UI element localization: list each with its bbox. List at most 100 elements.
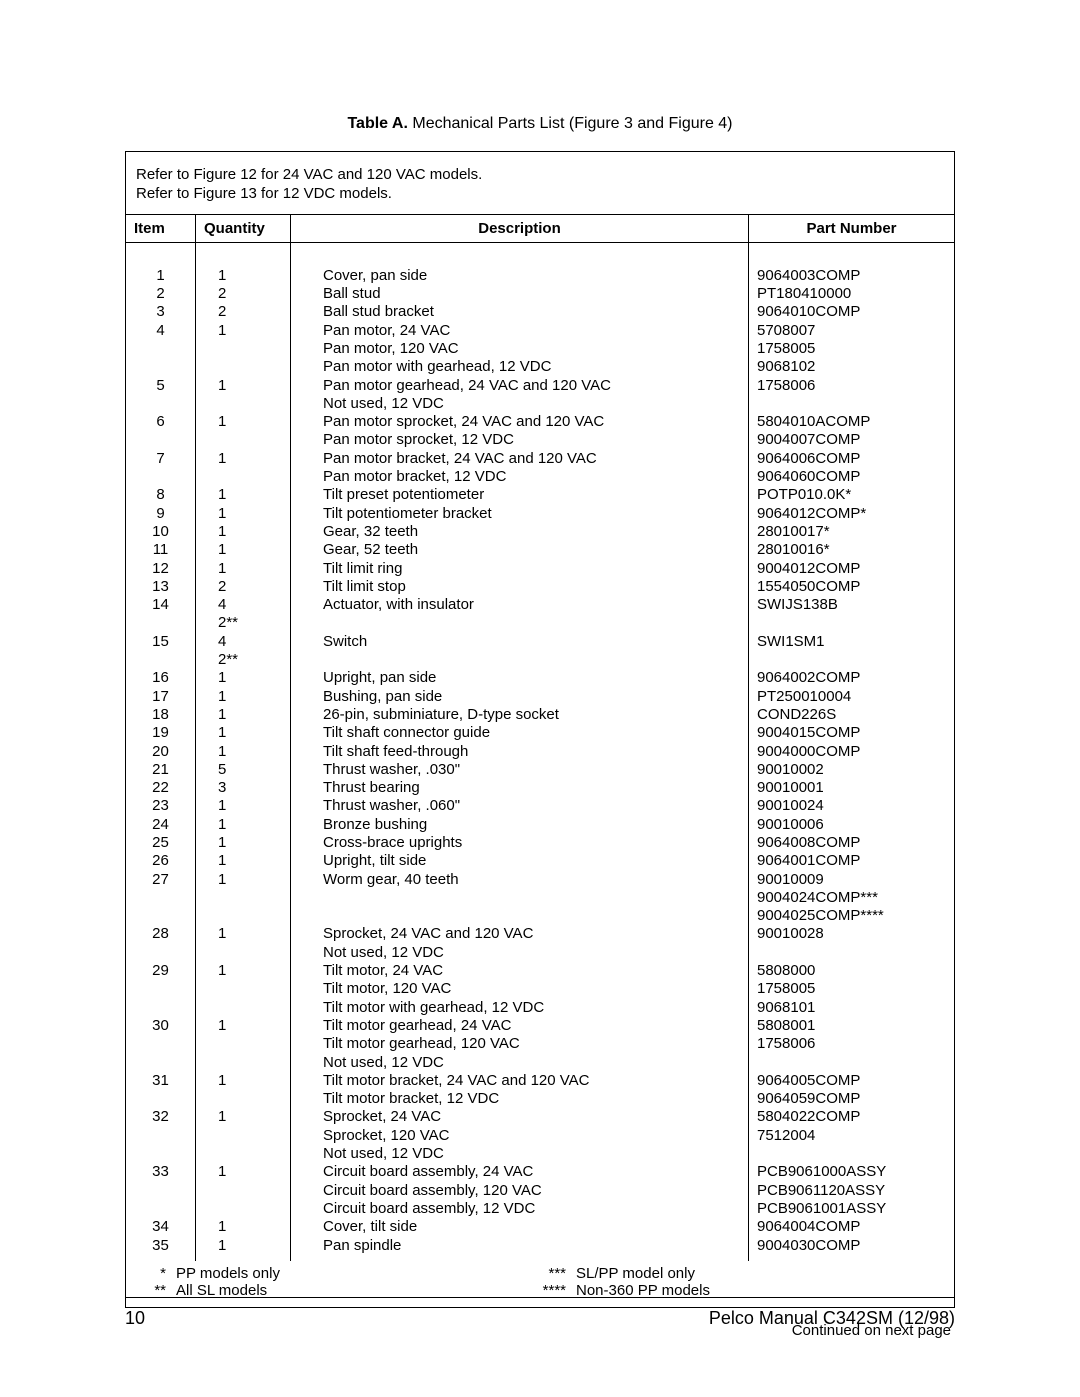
cell: Tilt preset potentiometer — [323, 486, 748, 504]
footer-line: 10 Pelco Manual C342SM (12/98) — [125, 1297, 955, 1329]
cell: Switch — [323, 633, 748, 651]
column-quantity: 1221 1 1 1 11111242**42**111115311111 1 … — [196, 243, 291, 1261]
cell: 19 — [126, 724, 195, 742]
cell: 1 — [196, 1237, 290, 1255]
cell: 1 — [196, 267, 290, 285]
cell: 1 — [196, 925, 290, 943]
cell: Not used, 12 VDC — [323, 944, 748, 962]
cell: 1 — [196, 871, 290, 889]
cell — [757, 614, 954, 632]
cell: Cross-brace uprights — [323, 834, 748, 852]
cell: Tilt motor gearhead, 24 VAC — [323, 1017, 748, 1035]
table-body: 1234 5 6 7 891011121314 15 1617181920212… — [126, 243, 954, 1261]
cell: PCB9061120ASSY — [757, 1182, 954, 1200]
cell — [757, 651, 954, 669]
cell: 90010028 — [757, 925, 954, 943]
cell: Tilt motor bracket, 12 VDC — [323, 1090, 748, 1108]
reference-notes: Refer to Figure 12 for 24 VAC and 120 VA… — [126, 152, 954, 214]
cell — [126, 1090, 195, 1108]
cell: Tilt shaft connector guide — [323, 724, 748, 742]
cell: 14 — [126, 596, 195, 614]
cell: 1 — [196, 523, 290, 541]
cell: 21 — [126, 761, 195, 779]
cell: PT250010004 — [757, 688, 954, 706]
cell: 18 — [126, 706, 195, 724]
cell: PT180410000 — [757, 285, 954, 303]
cell: Actuator, with insulator — [323, 596, 748, 614]
cell: 5804022COMP — [757, 1108, 954, 1126]
cell — [126, 395, 195, 413]
cell: 5804010ACOMP — [757, 413, 954, 431]
cell: 15 — [126, 633, 195, 651]
cell — [196, 1182, 290, 1200]
cell: 90010002 — [757, 761, 954, 779]
cell: 9064059COMP — [757, 1090, 954, 1108]
cell: Sprocket, 24 VAC — [323, 1108, 748, 1126]
parts-table: Refer to Figure 12 for 24 VAC and 120 VA… — [125, 151, 955, 1308]
cell: Not used, 12 VDC — [323, 1145, 748, 1163]
cell — [196, 249, 290, 267]
cell — [323, 651, 748, 669]
cell — [757, 1054, 954, 1072]
cell: Gear, 52 teeth — [323, 541, 748, 559]
cell: 1 — [196, 450, 290, 468]
caption-bold: Table A. — [347, 115, 407, 132]
cell: Pan motor bracket, 24 VAC and 120 VAC — [323, 450, 748, 468]
cell — [323, 907, 748, 925]
cell — [757, 395, 954, 413]
cell: 1758005 — [757, 340, 954, 358]
cell: 4 — [126, 322, 195, 340]
cell: 9004015COMP — [757, 724, 954, 742]
cell: 1 — [196, 322, 290, 340]
cell: Pan motor with gearhead, 12 VDC — [323, 358, 748, 376]
cell: COND226S — [757, 706, 954, 724]
footnotes-right: ***SL/PP model only ****Non-360 PP model… — [536, 1265, 944, 1299]
cell: 9064010COMP — [757, 303, 954, 321]
cell — [196, 1145, 290, 1163]
cell: 4 — [196, 596, 290, 614]
cell: Pan motor sprocket, 24 VAC and 120 VAC — [323, 413, 748, 431]
cell: Upright, tilt side — [323, 852, 748, 870]
cell: 1 — [196, 377, 290, 395]
cell — [126, 651, 195, 669]
cell: 1 — [196, 505, 290, 523]
cell: 33 — [126, 1163, 195, 1181]
cell: 9004012COMP — [757, 560, 954, 578]
cell: 16 — [126, 669, 195, 687]
cell — [196, 980, 290, 998]
cell: Ball stud bracket — [323, 303, 748, 321]
cell — [126, 1145, 195, 1163]
cell: 2 — [196, 303, 290, 321]
caption-rest: Mechanical Parts List (Figure 3 and Figu… — [408, 115, 733, 132]
cell — [126, 1054, 195, 1072]
cell: 5708007 — [757, 322, 954, 340]
cell: Sprocket, 24 VAC and 120 VAC — [323, 925, 748, 943]
cell — [757, 249, 954, 267]
cell — [126, 1035, 195, 1053]
cell: 1554050COMP — [757, 578, 954, 596]
cell: 90010006 — [757, 816, 954, 834]
cell — [196, 1054, 290, 1072]
cell: 5808000 — [757, 962, 954, 980]
cell: 5 — [126, 377, 195, 395]
cell: 35 — [126, 1237, 195, 1255]
cell: Not used, 12 VDC — [323, 1054, 748, 1072]
cell — [196, 1200, 290, 1218]
cell: 3 — [196, 779, 290, 797]
cell: 20 — [126, 743, 195, 761]
cell: 9004007COMP — [757, 431, 954, 449]
cell: 1758006 — [757, 1035, 954, 1053]
cell: Bushing, pan side — [323, 688, 748, 706]
cell: 9004024COMP*** — [757, 889, 954, 907]
cell: 9068101 — [757, 999, 954, 1017]
cell: 1 — [196, 834, 290, 852]
cell: 90010009 — [757, 871, 954, 889]
cell: Ball stud — [323, 285, 748, 303]
cell: 9004000COMP — [757, 743, 954, 761]
cell — [126, 431, 195, 449]
cell: Upright, pan side — [323, 669, 748, 687]
header-description: Description — [291, 215, 749, 242]
cell: Pan motor, 120 VAC — [323, 340, 748, 358]
cell: 9064012COMP* — [757, 505, 954, 523]
table-header-row: Item Quantity Description Part Number — [126, 214, 954, 243]
